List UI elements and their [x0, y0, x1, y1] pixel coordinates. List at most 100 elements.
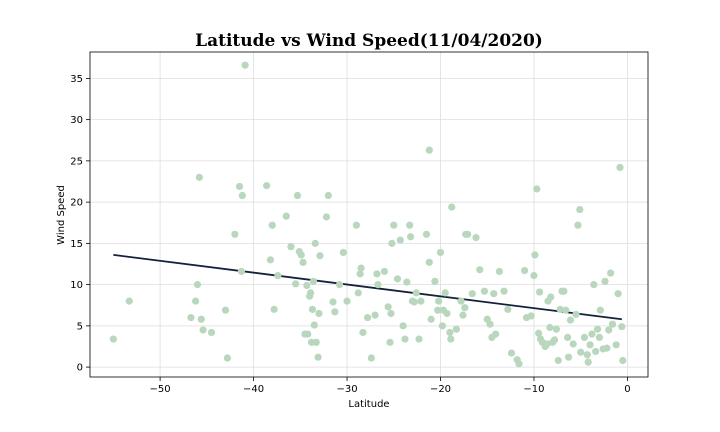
data-point	[266, 256, 274, 264]
data-point	[436, 248, 445, 257]
data-point	[241, 61, 249, 69]
data-point	[384, 303, 392, 311]
data-point	[339, 248, 347, 257]
data-point	[231, 230, 239, 238]
y-tick-label: 20	[70, 198, 83, 209]
data-point	[492, 330, 500, 338]
data-point	[263, 182, 271, 190]
data-point	[562, 306, 570, 314]
data-point	[299, 258, 307, 266]
data-point	[270, 305, 278, 313]
data-point	[293, 191, 302, 200]
data-point	[412, 289, 420, 297]
data-point	[435, 297, 443, 305]
data-point	[309, 277, 317, 285]
data-point	[608, 320, 617, 328]
data-point	[195, 173, 203, 181]
data-point	[576, 205, 584, 214]
data-point	[583, 351, 591, 359]
data-point	[359, 328, 367, 337]
data-point	[564, 353, 573, 361]
y-tick-label: 0	[77, 363, 83, 374]
data-point	[603, 344, 611, 352]
data-point	[452, 325, 460, 333]
data-point	[577, 348, 585, 356]
data-point	[399, 322, 407, 330]
data-point	[457, 297, 465, 305]
data-point	[425, 146, 433, 154]
data-point	[310, 321, 318, 329]
x-tick-label: 0	[624, 384, 630, 395]
data-point	[588, 330, 596, 338]
data-point	[390, 221, 398, 229]
data-point	[315, 309, 323, 318]
data-point	[480, 287, 489, 295]
data-point	[459, 311, 467, 319]
data-point	[387, 309, 395, 318]
data-point	[446, 328, 454, 337]
data-point	[352, 221, 360, 229]
data-point	[221, 306, 230, 314]
data-point	[535, 288, 544, 296]
data-point	[612, 341, 620, 349]
data-point	[297, 251, 305, 259]
data-point	[547, 293, 555, 301]
data-point	[274, 271, 282, 280]
data-point	[431, 277, 439, 285]
data-point	[367, 354, 375, 362]
data-point	[415, 335, 423, 343]
data-point	[396, 236, 404, 244]
data-point	[109, 335, 117, 343]
data-point	[472, 233, 480, 242]
data-point	[207, 328, 216, 337]
data-point	[530, 271, 538, 280]
data-point	[531, 251, 539, 259]
data-point	[572, 310, 580, 318]
y-axis-label: Wind Speed	[56, 185, 67, 245]
data-point	[592, 347, 600, 356]
data-point	[322, 213, 331, 221]
y-tick-label: 10	[70, 280, 83, 291]
data-point	[486, 320, 494, 328]
data-point	[590, 281, 598, 289]
data-point	[521, 266, 529, 275]
data-point	[306, 289, 315, 297]
data-point	[447, 335, 455, 343]
y-tick-label: 5	[77, 321, 83, 332]
data-point	[580, 333, 589, 342]
x-axis-ticks: −50 −40 −30 −20 −10 0	[150, 377, 631, 395]
data-point	[197, 315, 205, 323]
data-point	[515, 360, 523, 368]
data-point	[500, 287, 508, 295]
y-axis-ticks: 0 5 10 15 20 25 30 35	[70, 74, 90, 374]
data-point	[125, 297, 133, 305]
data-point	[535, 329, 543, 337]
data-point	[380, 267, 389, 276]
data-point	[393, 275, 402, 283]
data-point	[193, 281, 202, 289]
data-point	[187, 314, 195, 322]
data-point	[601, 277, 609, 285]
data-point	[441, 289, 449, 297]
y-tick-label: 15	[70, 239, 83, 250]
data-point	[417, 297, 425, 305]
data-point	[238, 191, 246, 200]
data-points	[109, 61, 627, 368]
data-point	[356, 270, 364, 278]
data-point	[308, 305, 317, 313]
data-point	[554, 356, 562, 365]
data-point	[448, 203, 456, 211]
data-point	[564, 333, 572, 342]
data-point	[316, 252, 324, 260]
grid	[90, 52, 648, 377]
plot-frame	[89, 51, 649, 378]
data-point	[357, 264, 365, 272]
data-point	[401, 335, 409, 343]
data-point	[324, 191, 332, 200]
data-point	[363, 314, 372, 322]
data-point	[605, 326, 613, 334]
data-point	[434, 306, 442, 314]
data-point	[550, 336, 559, 344]
data-point	[495, 267, 503, 276]
x-tick-label: −20	[430, 384, 451, 395]
